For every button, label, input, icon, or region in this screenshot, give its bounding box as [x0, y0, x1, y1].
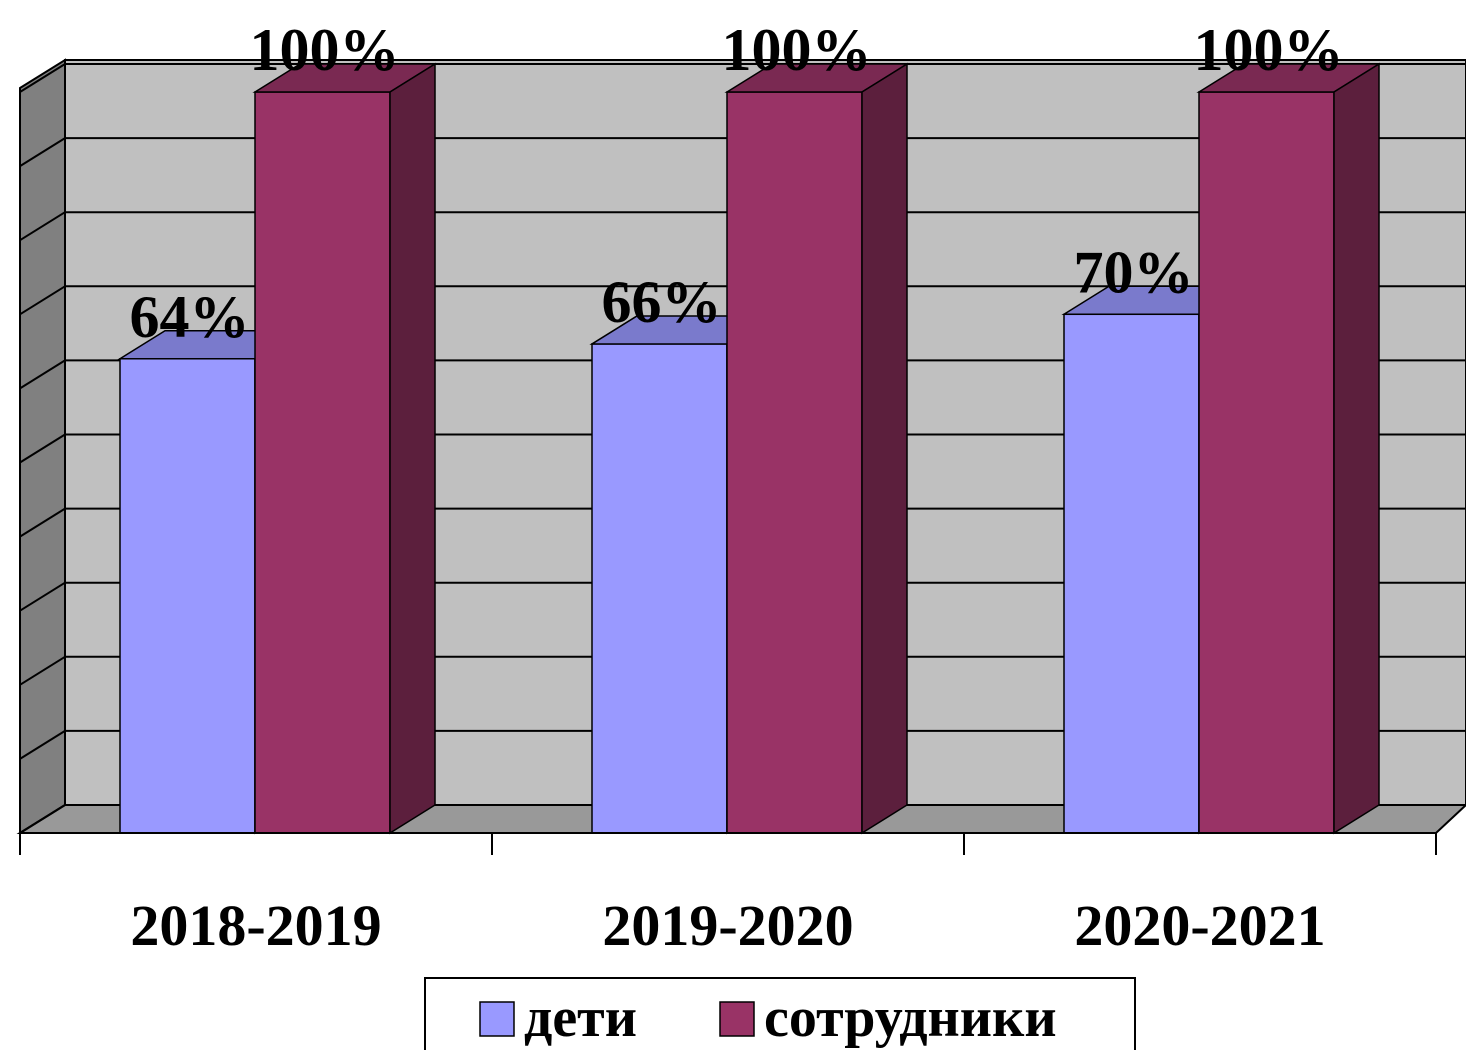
side-grid-line: [19, 137, 66, 167]
side-grid-line: [19, 359, 66, 390]
side-grid-line: [19, 507, 66, 538]
value-label: 100%: [1194, 17, 1344, 83]
legend-label: дети: [524, 987, 637, 1049]
legend-label: сотрудники: [764, 987, 1057, 1049]
bar-front: [1063, 313, 1200, 834]
bar-front: [726, 91, 863, 834]
legend-swatch: [719, 1001, 755, 1037]
side-grid-line: [19, 211, 66, 242]
bar-side: [389, 62, 436, 835]
side-grid-line: [19, 285, 66, 316]
x-tick-label: 2018-2019: [130, 893, 381, 958]
legend: дети сотрудники: [424, 977, 1136, 1050]
x-tick-label: 2020-2021: [1074, 893, 1325, 958]
side-grid-line: [19, 730, 66, 760]
bar-side: [861, 62, 908, 835]
value-label: 100%: [250, 17, 400, 83]
value-label: 64%: [130, 284, 250, 350]
value-label: 66%: [602, 269, 722, 335]
bar-side: [1333, 62, 1380, 835]
legend-swatch: [479, 1001, 515, 1037]
side-grid-line: [19, 433, 66, 464]
side-grid-line: [19, 655, 66, 686]
bar-front: [254, 91, 391, 834]
side-grid-line: [19, 804, 66, 834]
value-label: 70%: [1074, 239, 1194, 305]
bar-front: [119, 358, 256, 834]
bar-front: [591, 343, 728, 834]
side-grid-line: [19, 63, 66, 93]
x-tick-label: 2019-2020: [602, 893, 853, 958]
legend-box: [424, 977, 1136, 1050]
side-wall: [19, 58, 66, 835]
value-label: 100%: [722, 17, 872, 83]
bar-front: [1198, 91, 1335, 834]
side-grid-line: [19, 581, 66, 612]
